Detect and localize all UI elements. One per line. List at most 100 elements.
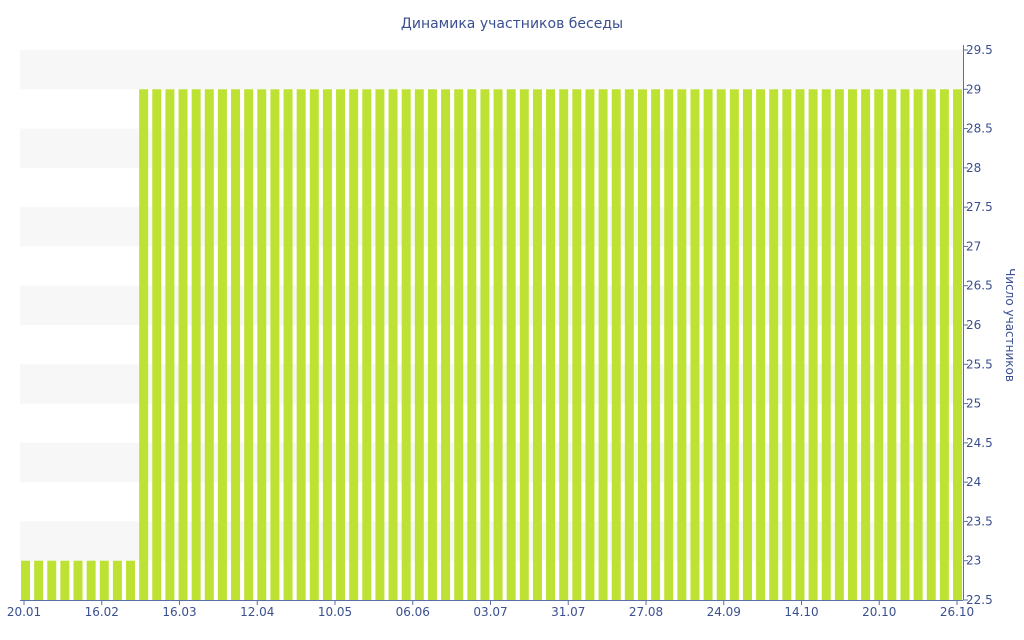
bar-27 (375, 89, 385, 601)
bar-66 (887, 89, 897, 601)
bar-32 (441, 89, 451, 601)
bar-23 (322, 89, 332, 601)
x-tick-label: 14.10 (784, 605, 818, 619)
bar-56 (756, 89, 766, 601)
bar-44 (598, 89, 608, 601)
bar-0 (21, 560, 30, 600)
x-tick-label: 12.04 (240, 605, 274, 619)
bar-50 (677, 89, 687, 601)
bar-series (21, 89, 962, 601)
bar-2 (47, 560, 57, 600)
bar-45 (611, 89, 621, 601)
x-tick-label: 06.06 (396, 605, 430, 619)
grid-band-5 (20, 442, 963, 483)
bar-30 (414, 89, 424, 601)
x-tick-label: 03.07 (473, 605, 507, 619)
bar-62 (834, 89, 844, 601)
bar-71 (953, 89, 962, 601)
bar-69 (926, 89, 936, 601)
bar-5 (86, 560, 96, 600)
bar-17 (244, 89, 254, 601)
bar-7 (112, 560, 122, 600)
bar-68 (913, 89, 923, 601)
x-tick-label: 26.10 (940, 605, 974, 619)
bar-22 (309, 89, 319, 601)
bar-36 (493, 89, 503, 601)
plot-background-bands (20, 50, 963, 561)
bar-9 (139, 89, 149, 601)
bar-53 (716, 89, 726, 601)
bar-19 (270, 89, 280, 601)
bar-49 (664, 89, 674, 601)
bar-4 (73, 560, 83, 600)
grid-band-4 (20, 364, 963, 404)
chart-title: Динамика участников беседы (401, 16, 623, 32)
bar-35 (480, 89, 490, 601)
y-tick-label: 29 (966, 82, 981, 96)
bar-20 (283, 89, 293, 601)
y-tick-label: 26.5 (966, 279, 993, 293)
bar-42 (572, 89, 582, 601)
bar-41 (559, 89, 569, 601)
bar-52 (703, 89, 713, 601)
y-tick-label: 29.5 (966, 43, 993, 57)
x-tick-label: 16.03 (162, 605, 196, 619)
bar-34 (467, 89, 477, 601)
bar-39 (532, 89, 542, 601)
y-tick-label: 23 (966, 554, 981, 568)
bar-10 (152, 89, 162, 601)
grid-band-2 (20, 207, 963, 247)
bar-14 (204, 89, 214, 601)
bar-3 (60, 560, 70, 600)
x-axis: 20.01 16.02 16.03 12.04 10.05 06.06 03.07 31.07… (7, 600, 974, 619)
bar-43 (585, 89, 595, 601)
grid-band-3 (20, 285, 963, 325)
grid-band-1 (20, 128, 963, 168)
x-tick-label: 20.01 (7, 605, 41, 619)
bar-63 (847, 89, 857, 601)
bar-57 (769, 89, 779, 601)
y-tick-label: 23.5 (966, 514, 993, 528)
bar-26 (362, 89, 372, 601)
bar-6 (99, 560, 109, 600)
bar-64 (861, 89, 871, 601)
y-tick-label: 27.5 (966, 200, 993, 214)
bar-54 (729, 89, 739, 601)
bar-8 (126, 560, 136, 600)
bar-11 (165, 89, 175, 601)
bar-21 (296, 89, 306, 601)
y-tick-label: 24.5 (966, 436, 993, 450)
bar-24 (336, 89, 346, 601)
bar-1 (34, 560, 44, 600)
bar-15 (217, 89, 227, 601)
y-axis-title: Число участников (1003, 268, 1017, 382)
bar-29 (401, 89, 411, 601)
x-tick-label: 24.09 (707, 605, 741, 619)
bar-67 (900, 89, 910, 601)
bar-13 (191, 89, 201, 601)
bar-48 (651, 89, 661, 601)
x-tick-label: 16.02 (85, 605, 119, 619)
bar-37 (506, 89, 516, 601)
bar-28 (388, 89, 398, 601)
bar-40 (546, 89, 556, 601)
y-axis: 22.5 23 23.5 24 24.5 25 25.5 26 26.5 27 27.5 28 28.5… (963, 43, 993, 607)
x-tick-label: 27.08 (629, 605, 663, 619)
grid-band-6 (20, 521, 963, 561)
bar-65 (874, 89, 884, 601)
bar-58 (782, 89, 792, 601)
y-tick-label: 25 (966, 397, 981, 411)
y-tick-label: 25.5 (966, 357, 993, 371)
y-tick-label: 26 (966, 318, 981, 332)
bar-51 (690, 89, 700, 601)
x-tick-label: 20.10 (862, 605, 896, 619)
bar-12 (178, 89, 188, 601)
bar-70 (939, 89, 949, 601)
y-tick-label: 28 (966, 161, 981, 175)
bar-38 (519, 89, 529, 601)
bar-47 (637, 89, 647, 601)
y-tick-label: 27 (966, 239, 981, 253)
y-tick-label: 24 (966, 475, 981, 489)
bar-16 (231, 89, 241, 601)
